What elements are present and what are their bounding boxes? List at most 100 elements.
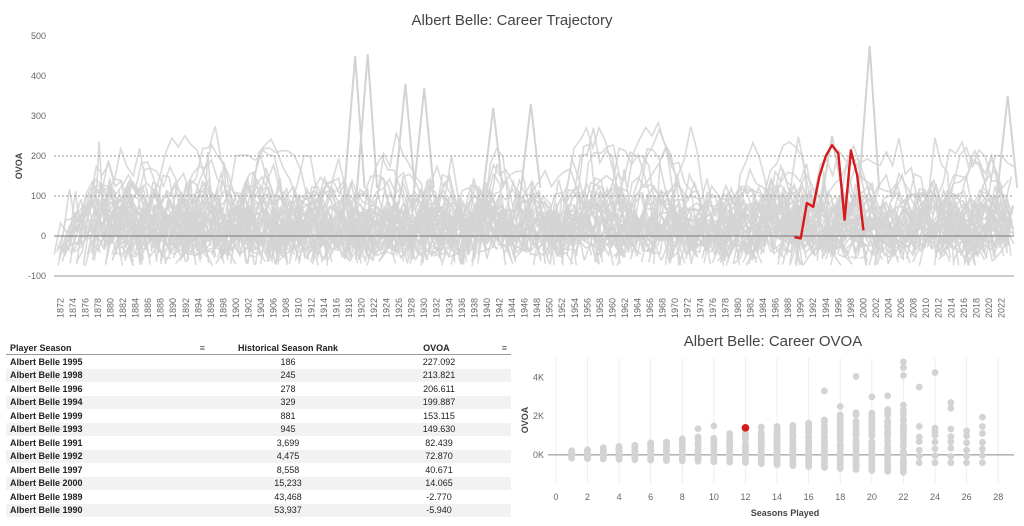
- career-point: [947, 433, 955, 440]
- background-career-line: [763, 208, 853, 265]
- table-row[interactable]: Albert Belle 1994 329 199.887: [6, 395, 511, 409]
- x-tick-label: 1980: [733, 298, 743, 318]
- career-point: [836, 426, 844, 434]
- career-point: [915, 459, 923, 467]
- background-career-line: [887, 187, 952, 259]
- player-season-cell: Albert Belle 1994: [6, 395, 209, 409]
- ovoa-cell: 40.671: [425, 464, 453, 475]
- x-tick-label: 22: [898, 492, 908, 502]
- background-career-line: [699, 197, 801, 247]
- career-point: [647, 439, 655, 447]
- career-point: [979, 423, 986, 430]
- x-tick-label: 26: [962, 492, 972, 502]
- career-point: [884, 406, 892, 413]
- background-career-line: [68, 191, 83, 247]
- background-career-line: [615, 160, 686, 264]
- career-point: [568, 447, 576, 455]
- y-tick-label: 0K: [533, 450, 544, 460]
- x-tick-label: 1972: [683, 298, 693, 318]
- ovoa-cell: 72.870: [367, 449, 511, 463]
- x-tick-label: 2018: [971, 298, 981, 318]
- x-tick-label: 1948: [532, 298, 542, 318]
- table-row[interactable]: Albert Belle 1993 945 149.630: [6, 422, 511, 436]
- x-tick-label: 16: [804, 492, 814, 502]
- background-career-line: [583, 202, 655, 260]
- header-season-rank[interactable]: Historical Season Rank: [209, 341, 367, 355]
- season-rank-cell: 8,558: [276, 464, 300, 475]
- x-tick-label: 1930: [419, 298, 429, 318]
- x-tick-label: 1920: [356, 298, 366, 318]
- y-tick-label: 200: [31, 151, 46, 161]
- x-tick-label: 1946: [520, 298, 530, 318]
- x-tick-label: 2020: [984, 298, 994, 318]
- x-tick-label: 1988: [783, 298, 793, 318]
- table-row[interactable]: Albert Belle 1991 3,699 82.439: [6, 436, 511, 450]
- career-point: [773, 422, 781, 430]
- bottom-chart-title: Albert Belle: Career OVOA: [684, 333, 862, 350]
- bottom-chart-points: [568, 358, 986, 476]
- background-career-line: [615, 144, 705, 260]
- x-tick-label: 2008: [909, 298, 919, 318]
- table-row[interactable]: Albert Belle 1995 186 227.092: [6, 355, 511, 369]
- x-tick-label: 14: [772, 492, 782, 502]
- x-tick-label: 1978: [720, 298, 730, 318]
- sort-icon[interactable]: ≡: [501, 342, 507, 353]
- table-row[interactable]: Albert Belle 1989 43,468 -2.770: [6, 490, 511, 504]
- ovoa-cell: 14.065: [367, 476, 511, 490]
- x-tick-label: 1974: [695, 298, 705, 318]
- y-tick-label: 300: [31, 111, 46, 121]
- career-point: [900, 401, 907, 409]
- player-season-cell: Albert Belle 1997: [10, 464, 83, 475]
- background-career-line: [693, 191, 740, 254]
- career-point: [757, 423, 765, 431]
- career-point: [915, 452, 923, 460]
- background-career-line: [813, 215, 897, 259]
- x-tick-label: 8: [680, 492, 685, 502]
- table-row[interactable]: Albert Belle 1992 4,475 72.870: [6, 449, 511, 463]
- career-point: [963, 446, 971, 454]
- x-tick-label: 2: [585, 492, 590, 502]
- header-season-rank-label: Historical Season Rank: [237, 342, 339, 353]
- x-tick-label: 1874: [68, 298, 78, 318]
- table-row[interactable]: Albert Belle 1997 8,558 40.671: [6, 463, 511, 477]
- career-point: [678, 435, 686, 443]
- career-point: [947, 444, 955, 452]
- player-season-cell: Albert Belle 1990: [6, 503, 209, 517]
- ovoa-cell: 199.887: [367, 395, 511, 409]
- career-point: [900, 372, 907, 379]
- x-tick-label: 1924: [382, 298, 392, 318]
- career-point: [836, 441, 844, 449]
- career-point: [979, 438, 986, 446]
- season-rank-cell: 945: [209, 422, 367, 436]
- background-career-line: [106, 164, 202, 260]
- x-tick-label: 1872: [55, 298, 65, 318]
- career-point: [852, 437, 860, 444]
- background-career-line: [816, 170, 831, 261]
- sort-icon[interactable]: ≡: [199, 342, 205, 353]
- x-tick-label: 1892: [181, 298, 191, 318]
- table-row[interactable]: Albert Belle 1998 245 213.821: [6, 368, 511, 382]
- table-row[interactable]: Albert Belle 2000 15,233 14.065: [6, 476, 511, 490]
- ovoa-cell: -5.940: [367, 503, 511, 517]
- table-row[interactable]: Albert Belle 1990 53,937 -5.940: [6, 503, 511, 517]
- x-tick-label: 20: [867, 492, 877, 502]
- x-tick-label: 1928: [407, 298, 417, 318]
- ovoa-cell: 227.092: [422, 356, 456, 367]
- x-tick-label: 1926: [394, 298, 404, 318]
- x-tick-label: 1962: [620, 298, 630, 318]
- background-career-line: [649, 214, 689, 248]
- x-tick-label: 1992: [808, 298, 818, 318]
- career-point: [900, 406, 907, 414]
- x-tick-label: 1900: [231, 298, 241, 318]
- career-point: [900, 415, 907, 423]
- header-ovoa[interactable]: OVOA ≡: [367, 341, 511, 355]
- career-point: [599, 444, 607, 452]
- x-tick-label: 1908: [281, 298, 291, 318]
- career-point: [947, 459, 955, 467]
- career-point: [836, 411, 844, 419]
- career-point: [805, 433, 813, 441]
- header-player-season[interactable]: Player Season ≡: [6, 341, 209, 355]
- table-row[interactable]: Albert Belle 1996 278 206.611: [6, 382, 511, 396]
- table-row[interactable]: Albert Belle 1999 881 153.115: [6, 409, 511, 423]
